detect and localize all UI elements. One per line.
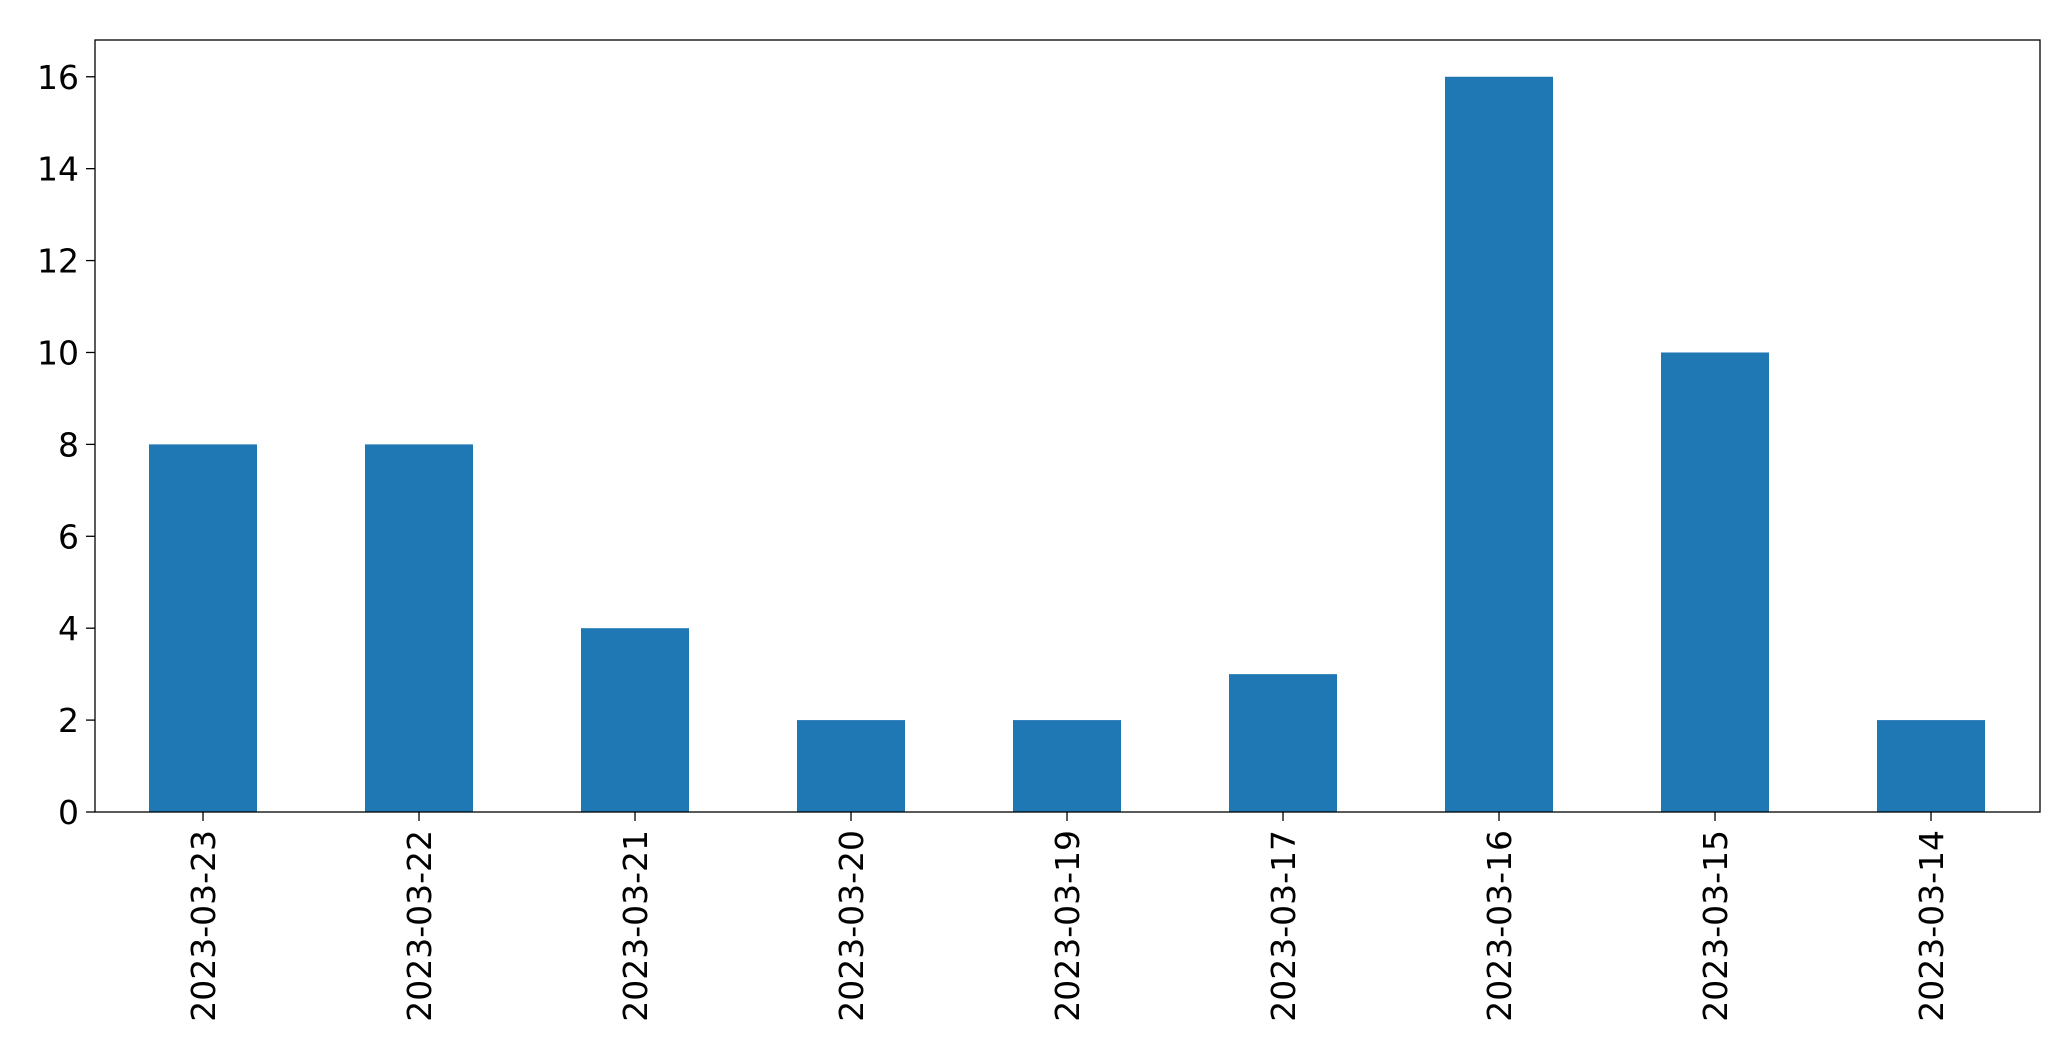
- x-axis: 2023-03-23 2023-03-22 2023-03-21 2023-03-20…: [184, 812, 1951, 1022]
- bars-group: [149, 76, 1985, 812]
- x-tick-label: 2023-03-15: [1696, 830, 1735, 1022]
- y-tick-label: 6: [58, 517, 79, 556]
- bar-2023-03-22: [365, 444, 473, 812]
- y-tick-label: 8: [58, 425, 79, 464]
- y-tick-label: 10: [37, 333, 79, 372]
- bar-2023-03-20: [797, 720, 905, 812]
- y-tick-label: 14: [37, 150, 79, 189]
- y-tick-label: 0: [58, 793, 79, 832]
- y-tick-label: 12: [37, 242, 79, 281]
- bar-2023-03-17: [1229, 674, 1337, 812]
- x-tick-label: 2023-03-20: [832, 830, 871, 1022]
- bar-2023-03-15: [1661, 352, 1769, 812]
- x-tick-label: 2023-03-17: [1264, 830, 1303, 1022]
- x-tick-label: 2023-03-14: [1912, 830, 1951, 1022]
- x-tick-label: 2023-03-16: [1480, 830, 1519, 1022]
- bar-2023-03-16: [1445, 76, 1553, 812]
- bar-2023-03-14: [1877, 720, 1985, 812]
- y-axis: 0 2 4 6 8 10 12 14 16: [37, 58, 95, 832]
- y-tick-label: 4: [58, 609, 79, 648]
- bar-2023-03-21: [581, 628, 689, 812]
- bar-2023-03-19: [1013, 720, 1121, 812]
- y-tick-label: 2: [58, 701, 79, 740]
- x-tick-label: 2023-03-19: [1048, 830, 1087, 1022]
- x-tick-label: 2023-03-22: [400, 830, 439, 1022]
- x-tick-label: 2023-03-21: [616, 830, 655, 1022]
- x-tick-label: 2023-03-23: [184, 830, 223, 1022]
- bar-2023-03-23: [149, 444, 257, 812]
- y-tick-label: 16: [37, 58, 79, 97]
